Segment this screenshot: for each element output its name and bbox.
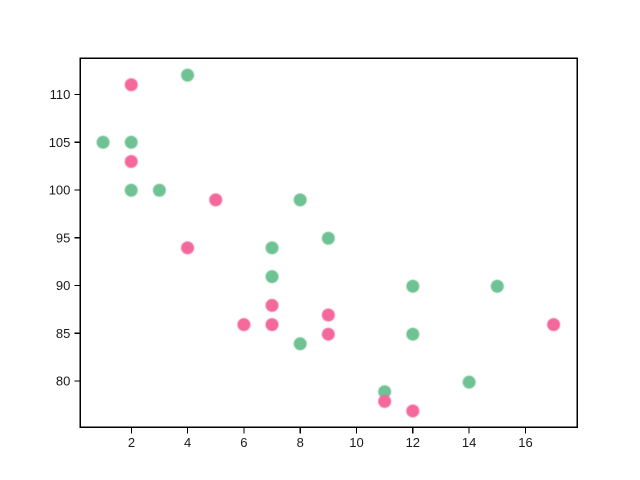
svg-text:110: 110 bbox=[50, 87, 71, 102]
svg-text:10: 10 bbox=[349, 435, 363, 450]
svg-text:14: 14 bbox=[462, 435, 476, 450]
svg-text:8: 8 bbox=[297, 435, 304, 450]
svg-text:2: 2 bbox=[128, 435, 135, 450]
svg-text:80: 80 bbox=[56, 374, 70, 389]
svg-text:100: 100 bbox=[49, 183, 71, 198]
svg-text:6: 6 bbox=[240, 435, 247, 450]
svg-text:16: 16 bbox=[518, 435, 532, 450]
svg-text:105: 105 bbox=[49, 135, 71, 150]
svg-text:85: 85 bbox=[56, 326, 70, 341]
svg-text:12: 12 bbox=[406, 435, 420, 450]
svg-text:90: 90 bbox=[56, 278, 70, 293]
svg-text:4: 4 bbox=[184, 435, 191, 450]
svg-text:95: 95 bbox=[56, 230, 70, 245]
